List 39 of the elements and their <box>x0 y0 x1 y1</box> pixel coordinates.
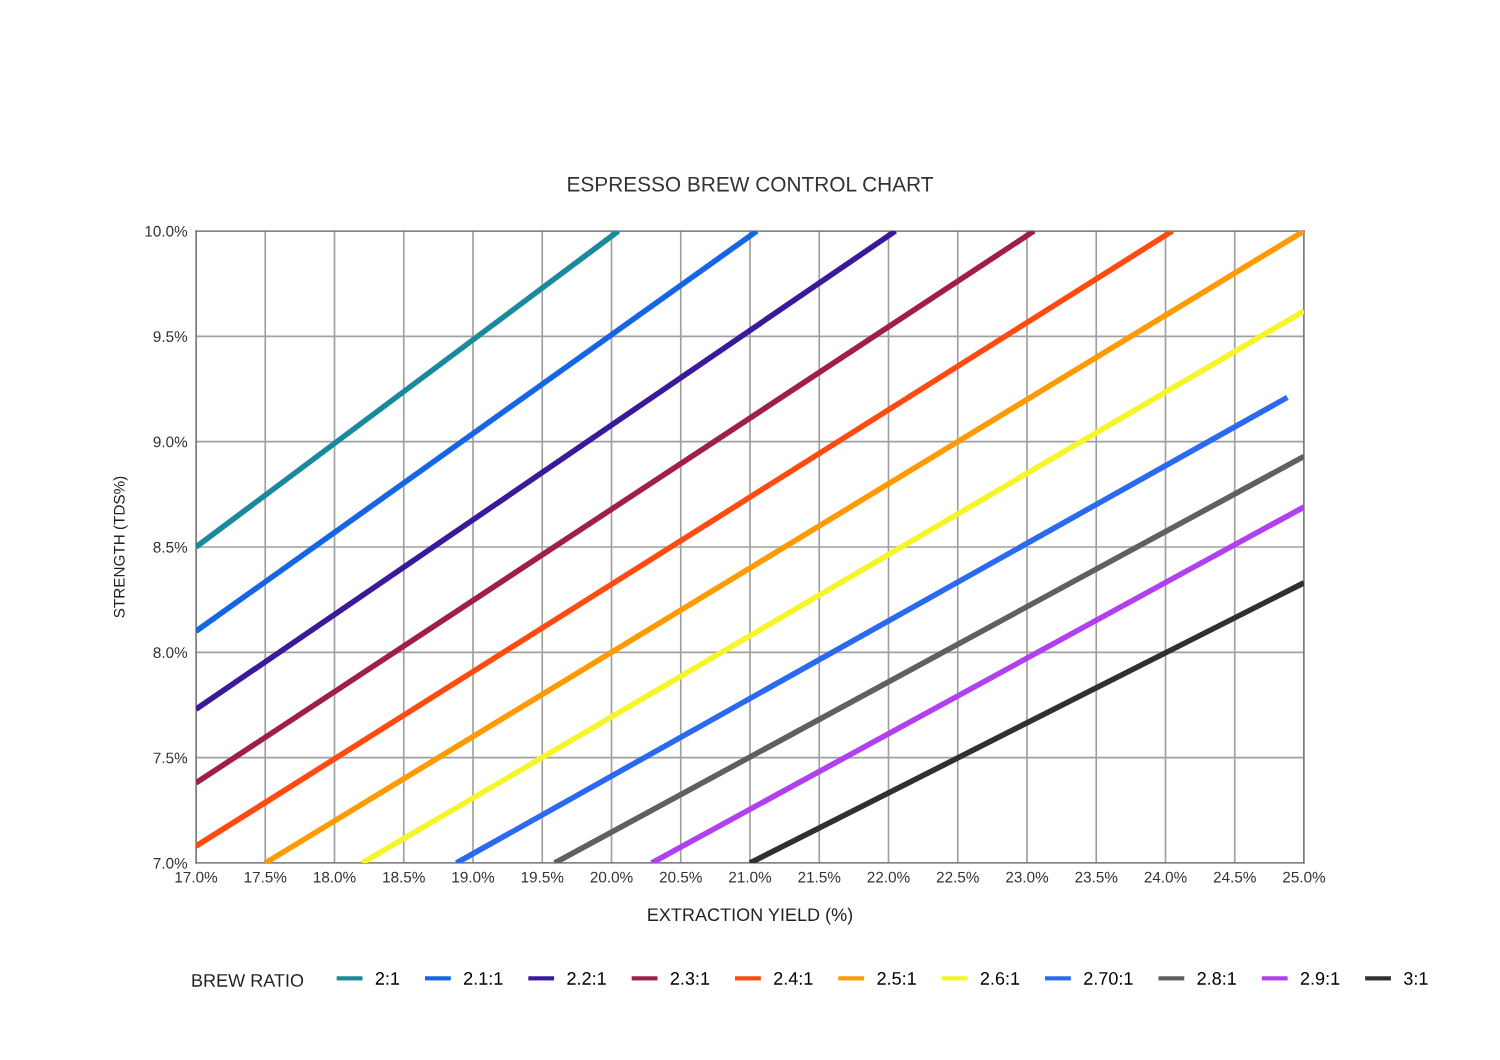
legend-label: 2.3:1 <box>670 972 710 985</box>
x-tick-label: 21.5% <box>798 871 841 883</box>
y-axis-title: STRENGTH (TDS%) <box>113 476 128 618</box>
x-axis-title: EXTRACTION YIELD (%) <box>648 907 853 925</box>
x-tick-label: 18.5% <box>383 871 425 883</box>
x-tick-label: 20.0% <box>590 871 633 883</box>
x-tick-label: 23.5% <box>1075 871 1118 883</box>
y-tick-label: 7.5% <box>153 752 188 764</box>
x-tick-label: 24.5% <box>1213 871 1256 883</box>
x-tick-label: 19.5% <box>521 871 564 883</box>
y-tick-label: 7.0% <box>153 857 188 869</box>
x-tick-label: 23.0% <box>1006 871 1049 883</box>
x-tick-label: 19.0% <box>452 871 495 883</box>
legend-label: 2.9:1 <box>1300 972 1340 985</box>
x-tick-label: 21.0% <box>729 871 772 883</box>
legend-label: 3:1 <box>1404 972 1428 985</box>
legend-title: BREW RATIO <box>192 974 304 987</box>
x-tick-label: 17.5% <box>244 871 287 883</box>
y-tick-label: 10.0% <box>145 225 188 237</box>
legend-label: 2.1:1 <box>464 972 503 985</box>
legend-label: 2.5:1 <box>877 972 916 985</box>
x-tick-label: 17.0% <box>175 871 218 883</box>
legend-label: 2.2:1 <box>567 972 606 985</box>
y-tick-label: 9.0% <box>153 436 188 448</box>
chart-title: ESPRESSO BREW CONTROL CHART <box>568 176 933 192</box>
legend-label: 2.4:1 <box>774 972 813 985</box>
x-tick-label: 24.0% <box>1144 871 1187 883</box>
legend-label: 2.70:1 <box>1084 972 1133 985</box>
x-tick-label: 18.0% <box>314 871 356 883</box>
y-tick-label: 9.5% <box>153 331 188 343</box>
legend-label: 2:1 <box>375 972 400 985</box>
x-tick-label: 20.5% <box>659 871 702 883</box>
x-tick-label: 22.0% <box>867 871 910 883</box>
x-tick-label: 25.0% <box>1283 871 1326 883</box>
legend-label: 2.8:1 <box>1197 972 1236 985</box>
x-tick-label: 22.5% <box>936 871 979 883</box>
legend-label: 2.6:1 <box>980 972 1020 985</box>
y-tick-label: 8.0% <box>153 647 188 659</box>
y-tick-label: 8.5% <box>153 541 188 553</box>
